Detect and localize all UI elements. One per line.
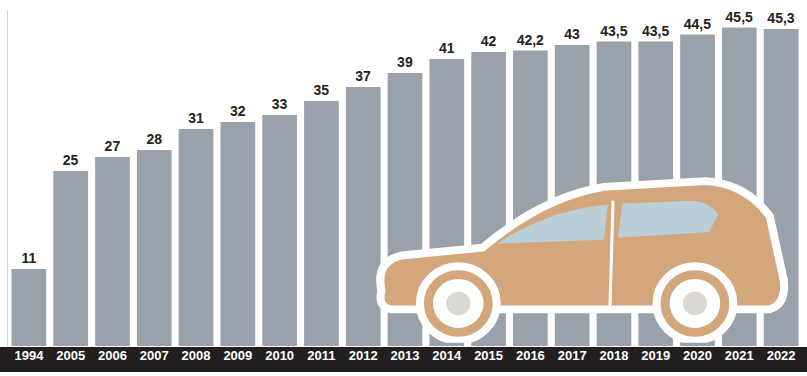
svg-text:39: 39 <box>397 54 413 70</box>
svg-text:42: 42 <box>481 33 497 49</box>
svg-text:2005: 2005 <box>56 348 85 363</box>
svg-text:31: 31 <box>188 110 204 126</box>
svg-text:28: 28 <box>146 131 162 147</box>
svg-text:25: 25 <box>63 152 79 168</box>
svg-text:2006: 2006 <box>98 348 127 363</box>
svg-text:42,2: 42,2 <box>517 32 544 48</box>
svg-text:2015: 2015 <box>474 348 503 363</box>
svg-text:2009: 2009 <box>223 348 252 363</box>
svg-text:2013: 2013 <box>391 348 420 363</box>
svg-text:2007: 2007 <box>140 348 169 363</box>
svg-text:37: 37 <box>355 68 371 84</box>
svg-text:2010: 2010 <box>265 348 294 363</box>
svg-text:2016: 2016 <box>516 348 545 363</box>
svg-text:2018: 2018 <box>599 348 628 363</box>
svg-text:27: 27 <box>105 138 121 154</box>
svg-text:35: 35 <box>314 82 330 98</box>
svg-text:1994: 1994 <box>14 348 44 363</box>
svg-text:45,5: 45,5 <box>726 9 753 25</box>
svg-text:43,5: 43,5 <box>600 23 627 39</box>
svg-text:2017: 2017 <box>558 348 587 363</box>
svg-text:2019: 2019 <box>641 348 670 363</box>
svg-text:2020: 2020 <box>683 348 712 363</box>
svg-text:43: 43 <box>564 26 580 42</box>
svg-text:2008: 2008 <box>182 348 211 363</box>
svg-text:2012: 2012 <box>349 348 378 363</box>
svg-text:44,5: 44,5 <box>684 16 711 32</box>
svg-text:11: 11 <box>21 250 36 266</box>
svg-text:2011: 2011 <box>307 348 335 363</box>
svg-text:2022: 2022 <box>767 348 796 363</box>
svg-text:41: 41 <box>439 40 455 56</box>
svg-text:45,3: 45,3 <box>767 10 794 26</box>
svg-text:32: 32 <box>230 103 246 119</box>
svg-text:2021: 2021 <box>725 348 754 363</box>
svg-text:33: 33 <box>272 96 288 112</box>
svg-text:43,5: 43,5 <box>642 23 669 39</box>
svg-text:2014: 2014 <box>432 348 462 363</box>
